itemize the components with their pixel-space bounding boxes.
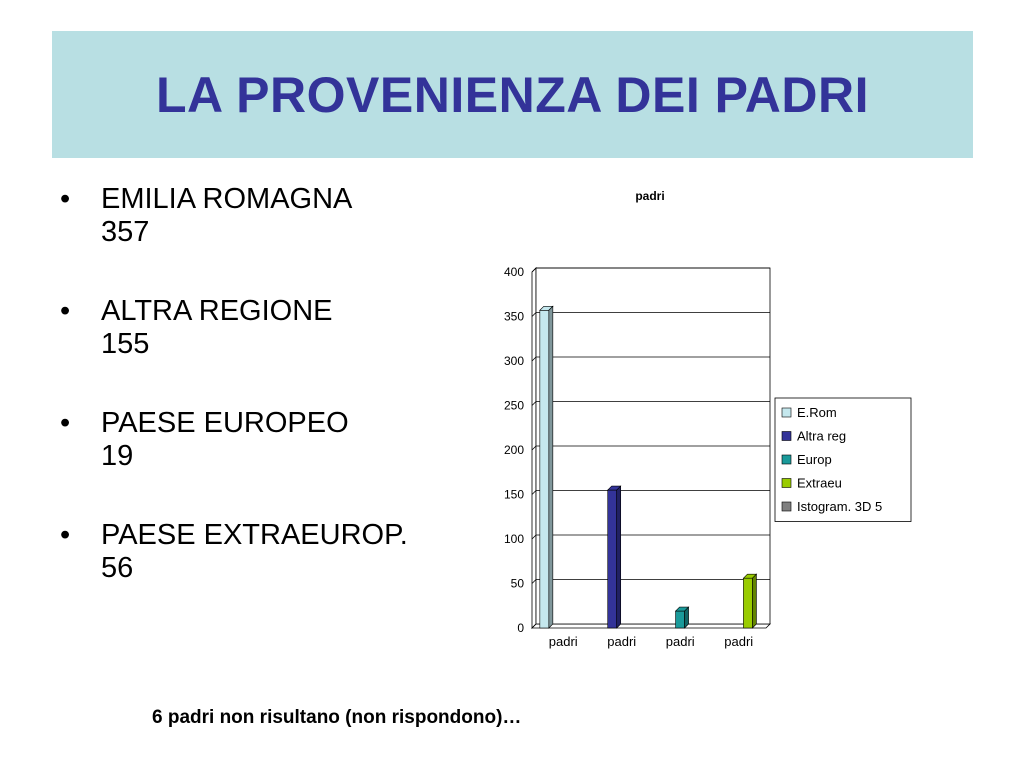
gridline-side [531, 356, 537, 362]
y-tick-label: 150 [504, 488, 524, 502]
bar [675, 610, 685, 629]
y-tick-label: 200 [504, 443, 524, 457]
bullet-dot: • [60, 295, 71, 327]
bullet-label: PAESE EUROPEO [101, 407, 349, 439]
x-tick-label: padri [607, 634, 636, 649]
y-tick-label: 300 [504, 354, 524, 368]
bar [539, 309, 550, 629]
gridline-side [531, 312, 537, 317]
legend-label: Altra reg [797, 429, 846, 444]
gridline-side [531, 401, 537, 406]
bullet-item: • ALTRA REGIONE 155 [52, 295, 472, 361]
footnote: 6 padri non risultano (non rispondono)… [152, 707, 522, 728]
y-tick-label: 0 [517, 621, 524, 635]
bullet-list: • EMILIA ROMAGNA 357 • ALTRA REGIONE 155… [52, 183, 472, 631]
bar-side [548, 305, 554, 629]
bullet-dot: • [60, 407, 71, 439]
bar-side [752, 573, 757, 629]
y-tick-label: 350 [504, 310, 524, 324]
bullet-item: • EMILIA ROMAGNA 357 [52, 183, 472, 249]
bullet-value: 357 [101, 216, 150, 248]
legend-swatch [781, 454, 792, 465]
plot-floor [531, 623, 771, 629]
bullet-value: 56 [101, 552, 134, 584]
x-tick-label: padri [666, 634, 695, 649]
y-tick-label: 400 [504, 265, 524, 279]
bullet-label: PAESE EXTRAEUROP. [101, 519, 408, 551]
legend-swatch [781, 478, 792, 488]
legend-label: Europ [797, 452, 832, 467]
legend-box [774, 397, 912, 522]
legend-swatch [781, 501, 792, 512]
bullet-item: • PAESE EUROPEO 19 [52, 407, 472, 473]
gridline-side [531, 445, 537, 451]
gridline-side [531, 490, 537, 495]
bar-chart: 0 50 100 150 200 250 300 350 400 padri padri padri p… [504, 265, 912, 649]
y-tick-label: 250 [504, 399, 524, 413]
bar [607, 489, 618, 629]
x-tick-label: padri [549, 634, 578, 649]
bar-side [616, 485, 622, 629]
bullet-label: EMILIA ROMAGNA [101, 183, 353, 215]
legend-swatch [781, 407, 792, 418]
slide-title: LA PROVENIENZA DEI PADRI [156, 66, 869, 123]
chart-title: padri [635, 189, 665, 203]
gridline-side [531, 579, 537, 584]
bullet-item: • PAESE EXTRAEUROP. 56 [52, 519, 472, 585]
bar-side [684, 606, 689, 629]
bar [743, 577, 753, 629]
y-tick-label: 100 [504, 532, 524, 546]
gridline-side [531, 623, 537, 629]
legend-swatch [781, 431, 792, 441]
bullet-label: ALTRA REGIONE [101, 295, 333, 327]
title-band: LA PROVENIENZA DEI PADRI [52, 31, 973, 158]
legend-label: Extraeu [797, 476, 842, 491]
legend-label: Istogram. 3D 5 [797, 499, 882, 514]
bullet-value: 155 [101, 328, 150, 360]
gridline-side [531, 267, 537, 273]
gridline-side [531, 534, 537, 540]
legend-label: E.Rom [797, 405, 837, 420]
bullet-dot: • [60, 183, 71, 215]
x-tick-label: padri [724, 634, 753, 649]
bullet-value: 19 [101, 440, 134, 472]
y-tick-label: 50 [511, 577, 525, 591]
bullet-dot: • [60, 519, 71, 551]
